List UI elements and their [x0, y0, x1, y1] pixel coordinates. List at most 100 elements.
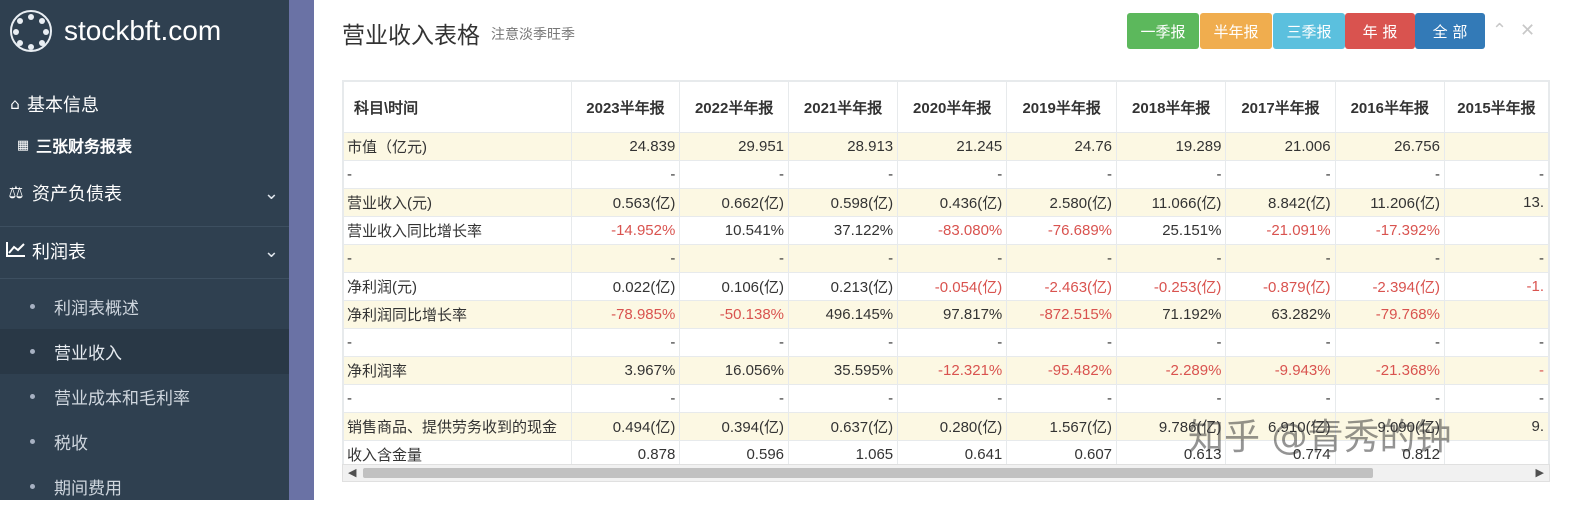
table-cell: - — [570, 384, 681, 413]
sidebar-subitem-period-expense[interactable]: 期间费用 — [0, 464, 289, 509]
table-row: 收入含金量 0.878 0.596 1.065 0.641 0.607 0.613 0.774… — [343, 440, 1549, 464]
table-cell: 0.613 — [1116, 440, 1227, 464]
table-cell: 0.637(亿) — [788, 412, 899, 441]
row-label: 净利润(元) — [343, 272, 572, 301]
sidebar-item-balance-sheet[interactable]: ⚖ 资产负债表 ⌄ — [0, 170, 289, 216]
row-label: 营业收入(元) — [343, 188, 572, 217]
table-cell: -0.879(亿) — [1225, 272, 1336, 301]
header-cell-period: 2020半年报 — [897, 81, 1008, 133]
sidebar-item-label: 三张财务报表 — [36, 137, 133, 156]
table-cell: -14.952% — [570, 216, 681, 245]
table-cell: - — [1006, 244, 1118, 273]
line-chart-icon — [6, 241, 26, 262]
table-cell: 11.066(亿) — [1116, 188, 1227, 217]
table-cell: - — [897, 384, 1008, 413]
table-cell: -2.394(亿) — [1334, 272, 1445, 301]
table-cell: -17.392% — [1334, 216, 1445, 245]
table-cell: - — [788, 384, 899, 413]
table-cell: 0.596 — [679, 440, 790, 464]
table-cell: - — [679, 244, 790, 273]
table-row: ---------- — [343, 328, 1549, 357]
table-cell: 0.280(亿) — [897, 412, 1008, 441]
row-label: 净利润率 — [343, 356, 572, 385]
sidebar-subitem-label: 利润表概述 — [54, 299, 139, 319]
row-label: - — [343, 384, 572, 413]
header-cell-period: 2015半年报 — [1443, 81, 1549, 133]
sidebar-subitem-label: 税收 — [54, 434, 88, 454]
table-icon: ▦ — [16, 137, 30, 153]
sidebar-subitem-tax[interactable]: 税收 — [0, 419, 289, 464]
table-cell: 19.289 — [1116, 132, 1227, 161]
table-cell: 0.812 — [1334, 440, 1445, 464]
sidebar-item-income-statement[interactable]: 利润表 ⌄ — [0, 228, 289, 274]
table-cell: - — [1443, 384, 1549, 413]
chevron-up-icon[interactable]: ⌃ — [1492, 20, 1508, 41]
table-cell: 9.090(亿) — [1334, 412, 1445, 441]
table-cell: 0.607 — [1006, 440, 1118, 464]
table-cell — [1443, 440, 1549, 464]
table-cell: 0.662(亿) — [679, 188, 790, 217]
home-icon: ⌂ — [10, 95, 20, 113]
table-cell: -2.289% — [1116, 356, 1227, 385]
table-cell: -78.985% — [570, 300, 681, 329]
scroll-left-icon[interactable]: ◀ — [348, 466, 357, 479]
sidebar-item-basic-info[interactable]: ⌂ 基本信息 — [0, 88, 289, 120]
btn-half-year-report[interactable]: 半年报 — [1200, 13, 1272, 49]
table-cell: 0.394(亿) — [679, 412, 790, 441]
table-cell: - — [570, 160, 681, 189]
table-cell: 0.494(亿) — [570, 412, 681, 441]
table-row: ---------- — [343, 384, 1549, 413]
sidebar-subitem-cost-margin[interactable]: 营业成本和毛利率 — [0, 374, 289, 419]
table-cell: 29.951 — [679, 132, 790, 161]
table-cell: - — [1225, 160, 1336, 189]
bullet-icon — [30, 394, 35, 399]
table-cell: - — [1443, 356, 1549, 385]
table-cell: 6.910(亿) — [1225, 412, 1336, 441]
page-title: 营业收入表格 — [342, 23, 480, 49]
table-cell: -1. — [1443, 272, 1549, 301]
row-label: 市值（亿元) — [343, 132, 572, 161]
scroll-right-icon[interactable]: ▶ — [1535, 466, 1544, 479]
close-icon[interactable]: ✕ — [1520, 20, 1536, 41]
table-cell: - — [1334, 328, 1445, 357]
table-cell: 0.641 — [897, 440, 1008, 464]
table-cell: - — [1116, 244, 1227, 273]
bullet-icon — [30, 439, 35, 444]
sidebar-item-label: 利润表 — [32, 242, 86, 263]
table-cell: - — [679, 328, 790, 357]
table-cell: 0.436(亿) — [897, 188, 1008, 217]
table-cell — [1443, 216, 1549, 245]
table-cell: 28.913 — [788, 132, 899, 161]
btn-q3-report[interactable]: 三季报 — [1273, 13, 1345, 49]
table-cell: 10.541% — [679, 216, 790, 245]
table-cell: -9.943% — [1225, 356, 1336, 385]
btn-all-reports[interactable]: 全 部 — [1415, 13, 1485, 49]
table-cell: 496.145% — [788, 300, 899, 329]
table-cell: - — [570, 244, 681, 273]
logo[interactable]: stockbft.com — [10, 8, 221, 54]
sidebar-subitem-revenue[interactable]: 营业收入 — [0, 329, 289, 374]
row-label: 营业收入同比增长率 — [343, 216, 572, 245]
table-cell: -0.054(亿) — [897, 272, 1008, 301]
sidebar-item-three-reports[interactable]: ▦ 三张财务报表 — [0, 130, 289, 160]
page-subtitle: 注意淡季旺季 — [491, 27, 575, 43]
table-cell — [1443, 132, 1549, 161]
row-label: - — [343, 328, 572, 357]
horizontal-scrollbar[interactable]: ◀ ▶ — [342, 464, 1550, 482]
table-cell: -95.482% — [1006, 356, 1118, 385]
table-cell: 97.817% — [897, 300, 1008, 329]
btn-annual-report[interactable]: 年 报 — [1345, 13, 1415, 49]
sidebar-subitem-overview[interactable]: 利润表概述 — [0, 284, 289, 329]
table-cell: - — [1006, 160, 1118, 189]
table-cell: - — [679, 384, 790, 413]
table-row: ---------- — [343, 160, 1549, 189]
scrollbar-thumb[interactable] — [363, 468, 1373, 478]
table-cell: - — [897, 160, 1008, 189]
btn-label: 一季报 — [1140, 22, 1186, 41]
table-cell: 16.056% — [679, 356, 790, 385]
sidebar-subitem-label: 期间费用 — [54, 479, 122, 499]
table-row: 营业收入同比增长率 -14.952% 10.541% 37.122% -83.080% -… — [343, 216, 1549, 245]
bullet-icon — [30, 484, 35, 489]
btn-q1-report[interactable]: 一季报 — [1127, 13, 1199, 49]
table-row: 市值（亿元) 24.839 29.951 28.913 21.245 24.76 19.28… — [343, 132, 1549, 161]
